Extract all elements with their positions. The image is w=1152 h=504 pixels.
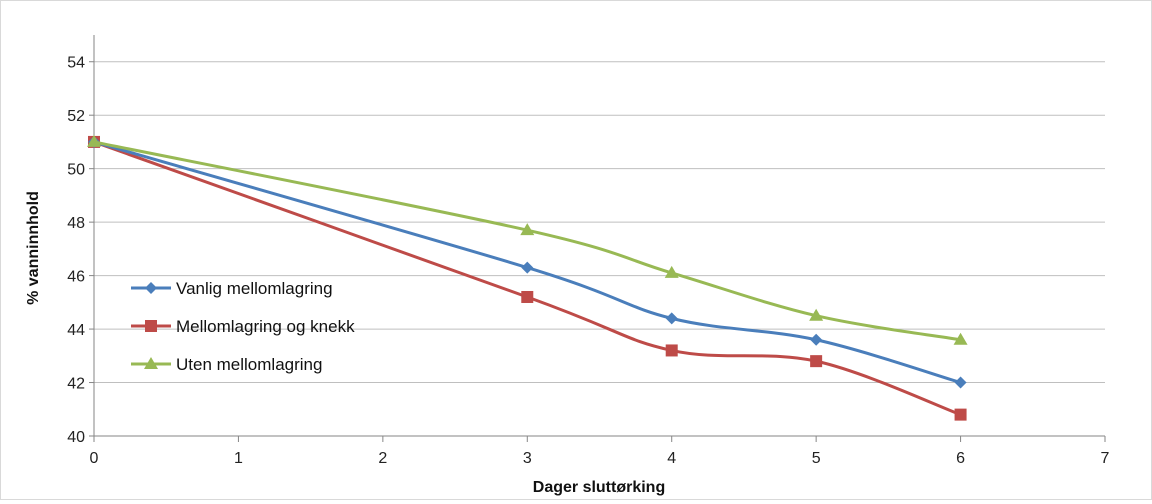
series-layer: [87, 134, 968, 421]
data-point: [810, 355, 823, 368]
data-point: [810, 333, 823, 346]
series-1: [88, 135, 967, 389]
series-3: [87, 134, 968, 345]
series-line: [93, 140, 961, 384]
x-tick-label: 1: [234, 450, 243, 467]
data-point: [665, 312, 678, 325]
y-tick-label: 52: [67, 108, 85, 125]
legend-label: Uten mellomlagring: [176, 355, 322, 374]
x-tick-label: 2: [378, 450, 387, 467]
data-point: [809, 308, 824, 321]
x-tick-label: 0: [90, 450, 99, 467]
legend-label: Vanlig mellomlagring: [176, 279, 333, 298]
legend-item: Vanlig mellomlagring: [131, 279, 333, 298]
legend-label: Mellomlagring og knekk: [176, 317, 355, 336]
x-tick-label: 6: [956, 450, 965, 467]
legend: Vanlig mellomlagring Mellomlagring og kne…: [131, 279, 355, 374]
data-point: [954, 376, 967, 389]
x-axis-title: Dager sluttørking: [533, 479, 665, 496]
legend-marker: [145, 320, 157, 332]
series-line: [93, 140, 961, 342]
axes: [89, 35, 1106, 442]
data-point: [87, 134, 101, 147]
x-tick-label: 4: [667, 450, 676, 467]
y-axis-title: % vanninnhold: [25, 191, 42, 305]
data-point: [521, 261, 534, 274]
x-tick-label: 5: [812, 450, 821, 467]
legend-marker: [145, 282, 157, 294]
data-point: [665, 344, 678, 357]
legend-item: Uten mellomlagring: [131, 355, 322, 374]
data-point: [954, 408, 967, 421]
legend-marker: [144, 357, 158, 369]
data-point: [664, 265, 679, 278]
y-tick-label: 54: [67, 55, 85, 72]
y-tick-labels: 40 42 44 46 48 50 52 54: [67, 55, 85, 446]
data-point: [953, 332, 968, 345]
x-tick-label: 7: [1101, 450, 1110, 467]
y-tick-label: 40: [67, 429, 85, 446]
data-point: [520, 223, 535, 236]
legend-item: Mellomlagring og knekk: [131, 317, 355, 336]
y-tick-label: 46: [67, 269, 85, 286]
y-tick-label: 44: [67, 322, 85, 339]
y-tick-label: 48: [67, 215, 85, 232]
x-tick-labels: 0 1 2 3 4 5 6 7: [90, 450, 1110, 467]
gridlines: [94, 61, 1105, 384]
series-line: [93, 140, 962, 417]
y-tick-label: 42: [67, 376, 85, 393]
x-tick-label: 3: [523, 450, 532, 467]
data-point: [521, 290, 534, 303]
y-tick-label: 50: [67, 162, 85, 179]
